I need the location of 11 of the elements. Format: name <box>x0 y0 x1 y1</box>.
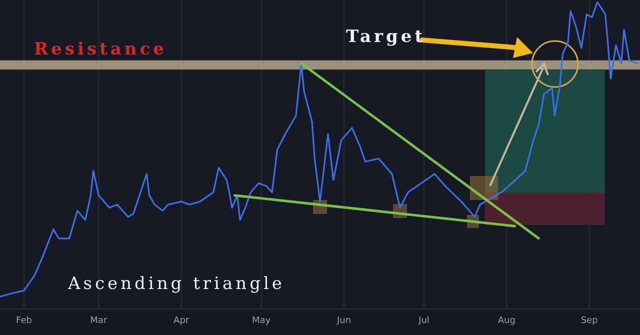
x-tick-label: Mar <box>90 316 108 326</box>
annotation: Target <box>346 27 426 47</box>
x-tick-label: Apr <box>174 316 190 326</box>
x-tick-label: May <box>252 316 272 326</box>
x-tick-label: Aug <box>498 316 516 326</box>
x-tick-label: Sep <box>580 316 598 326</box>
x-tick-label: Jun <box>336 316 352 326</box>
x-tick-label: Feb <box>16 316 32 326</box>
annotation: Ascending triangle <box>67 274 285 294</box>
band-label: Resistance <box>34 39 167 60</box>
x-tick-label: Jul <box>418 316 430 326</box>
